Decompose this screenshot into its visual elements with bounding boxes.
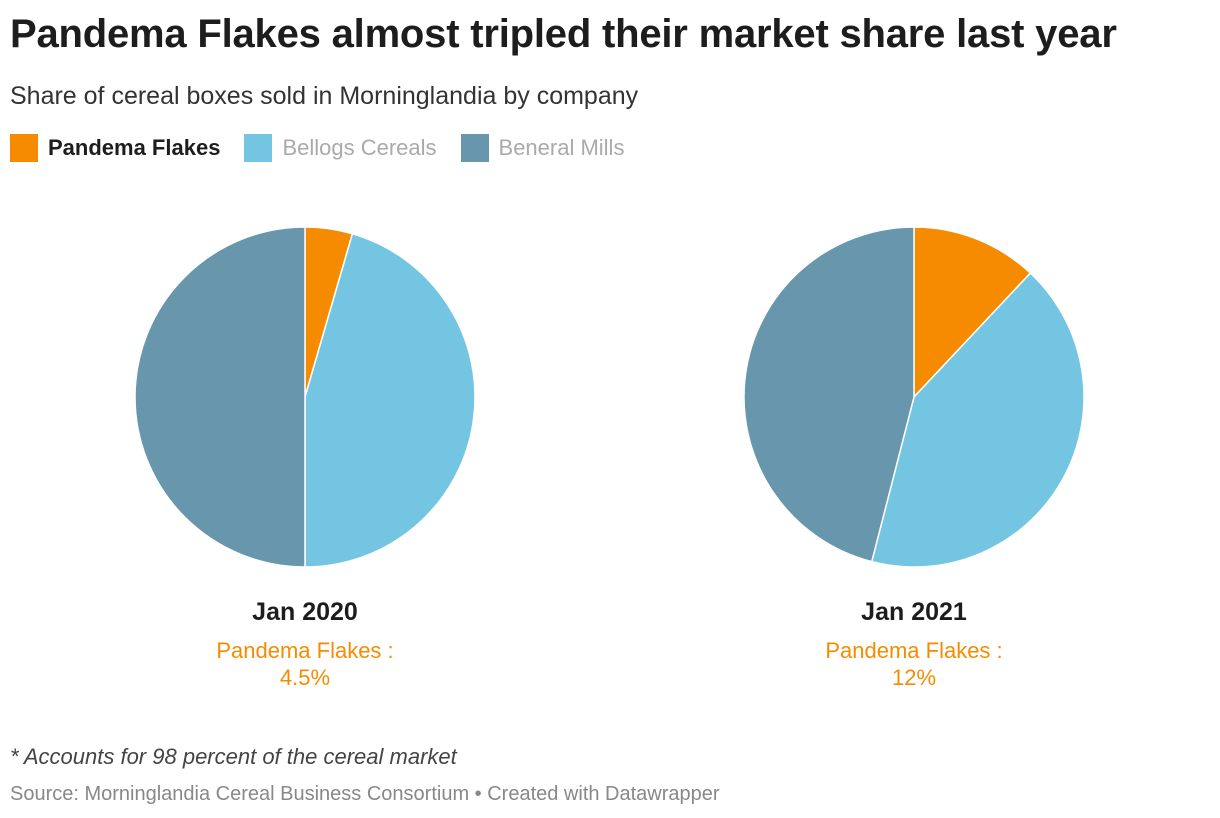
legend-label: Beneral Mills [498, 135, 625, 160]
pie-slice-beneral-mills[interactable] [743, 226, 915, 563]
chart-title: Pandema Flakes almost tripled their mark… [10, 12, 1117, 56]
pie-label: Jan 2021 [861, 598, 967, 626]
legend-swatch [460, 134, 489, 162]
pie-slice-pandema-flakes[interactable] [913, 226, 1032, 398]
source-credit: Source: Morninglandia Cereal Business Co… [10, 783, 720, 805]
pie-highlight-value: 4.5% [279, 665, 331, 690]
pie-highlight-series: Pandema Flakes : [216, 638, 394, 663]
legend: Pandema Flakes Bellogs Cereals Beneral M… [10, 133, 648, 163]
pie-highlight: Pandema Flakes : 12% [734, 637, 1094, 691]
chart-subtitle: Share of cereal boxes sold in Morninglan… [10, 82, 639, 110]
pie-slice-bellogs-cereals[interactable] [304, 233, 476, 568]
pie-chart-jan-2020: Jan 2020 Pandema Flakes : 4.5% [125, 220, 485, 691]
pie-caption: Jan 2020 Pandema Flakes : 4.5% [125, 598, 485, 691]
legend-item-bellogs-cereals[interactable]: Bellogs Cereals [244, 134, 437, 162]
pie-highlight-series: Pandema Flakes : [825, 638, 1003, 663]
pie-highlight: Pandema Flakes : 4.5% [125, 637, 485, 691]
legend-label: Pandema Flakes [48, 135, 221, 160]
pie-svg [134, 226, 476, 568]
legend-swatch [244, 134, 273, 162]
pie-slice-bellogs-cereals[interactable] [870, 272, 1085, 568]
pie-caption: Jan 2021 Pandema Flakes : 12% [734, 598, 1094, 691]
footnote: * Accounts for 98 percent of the cereal … [10, 744, 457, 769]
legend-label: Bellogs Cereals [282, 135, 437, 160]
pie-slice-beneral-mills[interactable] [134, 226, 306, 568]
pie-label: Jan 2020 [252, 598, 358, 626]
legend-item-beneral-mills[interactable]: Beneral Mills [460, 134, 625, 162]
pie-highlight-value: 12% [891, 665, 937, 690]
pie-chart-jan-2021: Jan 2021 Pandema Flakes : 12% [734, 220, 1094, 691]
pie-svg [743, 226, 1085, 568]
legend-swatch [10, 134, 38, 162]
legend-item-pandema-flakes[interactable]: Pandema Flakes [10, 134, 220, 162]
